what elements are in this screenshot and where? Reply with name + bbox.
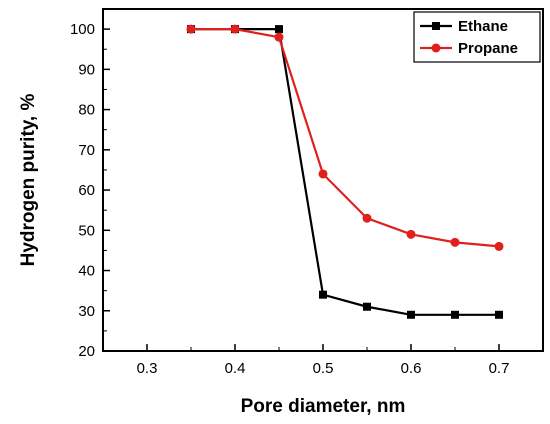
y-tick-label-20: 20 <box>78 343 95 360</box>
x-tick-label-0-6: 0.6 <box>401 360 422 377</box>
data-point-propane-5 <box>406 229 416 239</box>
x-tick-label-0-4: 0.4 <box>225 360 246 377</box>
data-point-ethane-2 <box>275 25 283 34</box>
y-tick-label-60: 60 <box>78 182 95 199</box>
legend-marker-propane <box>431 43 441 53</box>
series-line-ethane <box>191 28 499 316</box>
plot-layer <box>186 24 504 319</box>
data-point-propane-6 <box>450 237 460 247</box>
data-point-propane-7 <box>494 241 504 251</box>
data-point-ethane-7 <box>495 310 503 319</box>
legend-item-propane: Propane <box>420 40 518 57</box>
data-point-ethane-4 <box>363 302 371 311</box>
legend-marker-ethane <box>432 22 440 30</box>
y-axis-title: Hydrogen purity, % <box>18 94 39 267</box>
legend-label-propane: Propane <box>458 40 518 57</box>
data-point-ethane-3 <box>319 290 327 299</box>
data-point-propane-1 <box>230 24 240 34</box>
y-tick-label-80: 80 <box>78 102 95 119</box>
y-tick-label-40: 40 <box>78 263 95 280</box>
y-tick-label-30: 30 <box>78 303 95 320</box>
series-ethane <box>187 25 503 319</box>
data-point-ethane-6 <box>451 310 459 319</box>
y-tick-label-100: 100 <box>70 21 95 38</box>
series-propane <box>186 24 504 251</box>
data-point-propane-2 <box>274 32 284 42</box>
legend: Ethane Propane <box>413 11 541 63</box>
y-tick-label-90: 90 <box>78 61 95 78</box>
data-point-propane-0 <box>186 24 196 34</box>
x-tick-label-0-3: 0.3 <box>137 360 158 377</box>
legend-label-ethane: Ethane <box>458 18 508 35</box>
data-point-propane-4 <box>362 213 372 223</box>
data-point-propane-3 <box>318 169 328 179</box>
series-line-propane <box>191 28 500 248</box>
y-tick-label-70: 70 <box>78 142 95 159</box>
x-axis-ticks: 0.3 0.4 0.5 0.6 0.7 <box>102 344 544 377</box>
x-tick-label-0-5: 0.5 <box>313 360 334 377</box>
legend-box <box>413 11 541 63</box>
x-axis-title: Pore diameter, nm <box>241 396 406 417</box>
y-tick-label-50: 50 <box>78 222 95 239</box>
x-tick-label-0-7: 0.7 <box>489 360 510 377</box>
y-axis-ticks: 20 30 40 50 60 70 80 90 100 <box>70 21 110 360</box>
data-point-ethane-5 <box>407 310 415 319</box>
legend-item-ethane: Ethane <box>420 18 508 35</box>
